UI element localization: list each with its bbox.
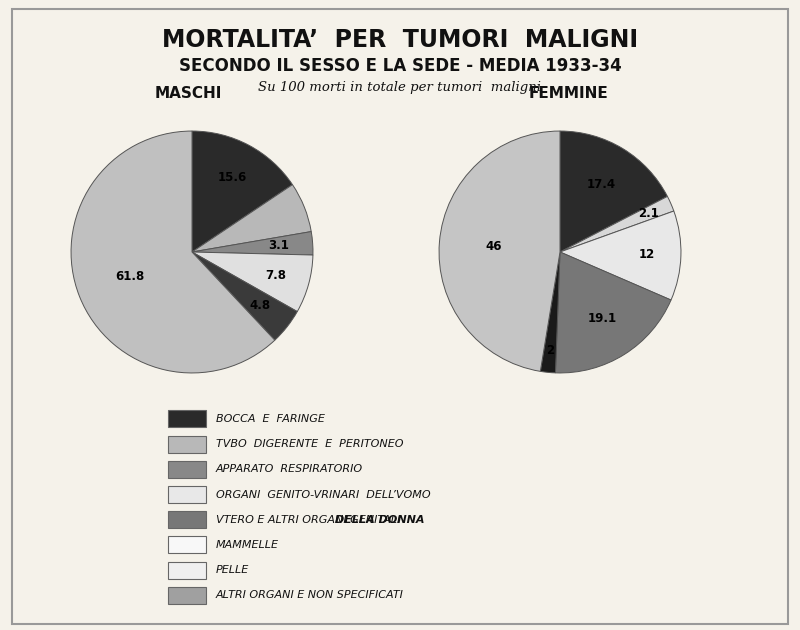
Text: 12: 12 [639, 248, 655, 261]
Text: MAMMELLE: MAMMELLE [216, 540, 279, 550]
Text: Su 100 morti in totale per tumori  maligni: Su 100 morti in totale per tumori malign… [258, 81, 542, 94]
Text: ALTRI ORGANI E NON SPECIFICATI: ALTRI ORGANI E NON SPECIFICATI [216, 590, 404, 600]
Wedge shape [439, 131, 560, 371]
Text: MASCHI: MASCHI [154, 86, 222, 101]
Wedge shape [560, 131, 667, 252]
Wedge shape [192, 232, 313, 255]
Wedge shape [192, 185, 311, 252]
Text: 15.6: 15.6 [218, 171, 246, 184]
Wedge shape [560, 211, 681, 300]
Text: 61.8: 61.8 [115, 270, 145, 283]
Text: TVBO  DIGERENTE  E  PERITONEO: TVBO DIGERENTE E PERITONEO [216, 439, 403, 449]
Text: 2: 2 [546, 344, 554, 357]
Text: MORTALITA’  PER  TUMORI  MALIGNI: MORTALITA’ PER TUMORI MALIGNI [162, 28, 638, 52]
Text: 4.8: 4.8 [250, 299, 271, 312]
Text: BOCCA  E  FARINGE: BOCCA E FARINGE [216, 414, 325, 424]
Wedge shape [192, 252, 298, 340]
Text: 46: 46 [486, 240, 502, 253]
Text: SECONDO IL SESSO E LA SEDE - MEDIA 1933-34: SECONDO IL SESSO E LA SEDE - MEDIA 1933-… [178, 57, 622, 75]
Text: FEMMINE: FEMMINE [528, 86, 608, 101]
Wedge shape [540, 252, 560, 373]
Text: DELLA DONNA: DELLA DONNA [335, 515, 425, 525]
Wedge shape [555, 252, 671, 373]
Text: APPARATO  RESPIRATORIO: APPARATO RESPIRATORIO [216, 464, 363, 474]
Text: ORGANI  GENITO-VRINARI  DELL’VOMO: ORGANI GENITO-VRINARI DELL’VOMO [216, 490, 430, 500]
Text: 3.1: 3.1 [269, 239, 290, 252]
Text: 17.4: 17.4 [586, 178, 615, 192]
Wedge shape [71, 131, 275, 373]
Text: 19.1: 19.1 [587, 312, 617, 325]
Text: VTERO E ALTRI ORGANI GENITALI: VTERO E ALTRI ORGANI GENITALI [216, 515, 407, 525]
Text: 7.8: 7.8 [266, 269, 286, 282]
Wedge shape [192, 131, 293, 252]
Text: 2.1: 2.1 [638, 207, 659, 220]
Wedge shape [560, 197, 674, 252]
Text: PELLE: PELLE [216, 565, 250, 575]
Wedge shape [192, 252, 313, 312]
